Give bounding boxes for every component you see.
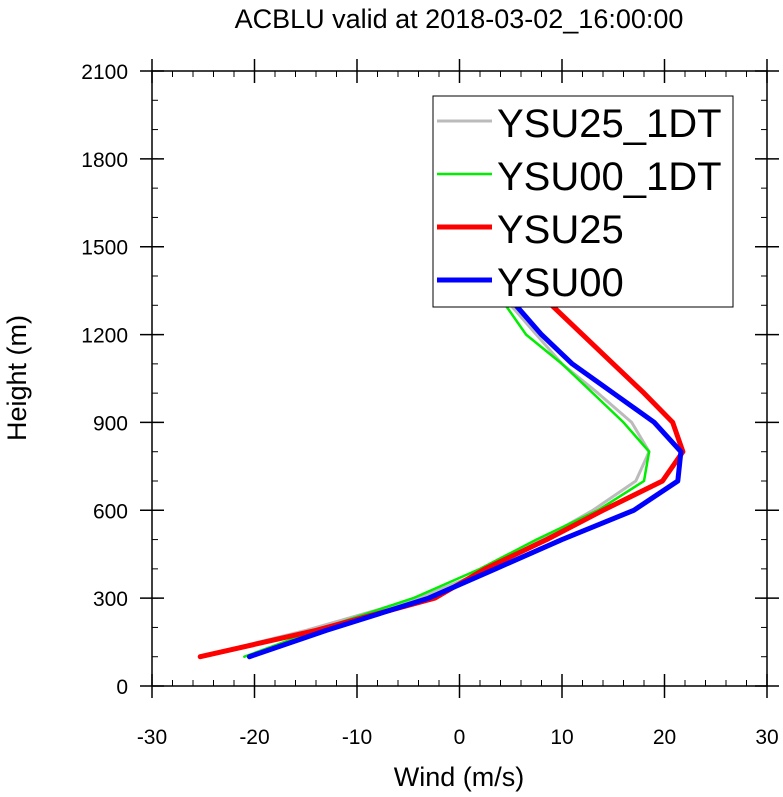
x-tick-labels: -30 -20 -10 0 10 20 30: [137, 726, 779, 749]
x-tick-label: 30: [755, 726, 778, 749]
legend-label-2: YSU00_1DT: [497, 155, 722, 199]
x-axis-label: Wind (m/s): [394, 762, 525, 792]
y-tick-label: 300: [93, 588, 128, 611]
chart-title: ACBLU valid at 2018-03-02_16:00:00: [235, 4, 684, 34]
x-tick-label: -10: [342, 726, 372, 749]
legend-label-3: YSU25: [497, 208, 624, 252]
major-ticks: [140, 59, 779, 698]
y-tick-label: 0: [116, 676, 128, 699]
x-tick-label: -30: [137, 726, 167, 749]
x-tick-label: 10: [550, 726, 573, 749]
x-tick-label: 20: [653, 726, 676, 749]
y-tick-label: 1200: [81, 325, 128, 348]
y-tick-label: 1800: [81, 149, 128, 172]
x-tick-label: 0: [454, 726, 466, 749]
legend: YSU25_1DT YSU00_1DT YSU25 YSU00: [432, 95, 734, 308]
y-tick-label: 2100: [81, 61, 128, 84]
y-tick-label: 600: [93, 500, 128, 523]
y-axis-label: Height (m): [2, 315, 32, 441]
legend-box: [432, 95, 734, 308]
legend-label-4: YSU00: [497, 261, 624, 305]
y-tick-labels: 0 300 600 900 1200 1500 1800 2100: [81, 61, 128, 699]
legend-label-1: YSU25_1DT: [497, 102, 722, 146]
y-tick-label: 900: [93, 412, 128, 435]
y-tick-label: 1500: [81, 237, 128, 260]
x-tick-label: -20: [239, 726, 269, 749]
